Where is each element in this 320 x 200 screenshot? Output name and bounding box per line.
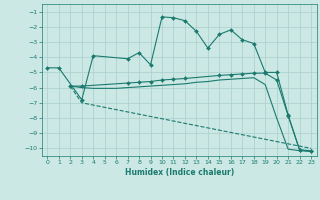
X-axis label: Humidex (Indice chaleur): Humidex (Indice chaleur) <box>124 168 234 177</box>
